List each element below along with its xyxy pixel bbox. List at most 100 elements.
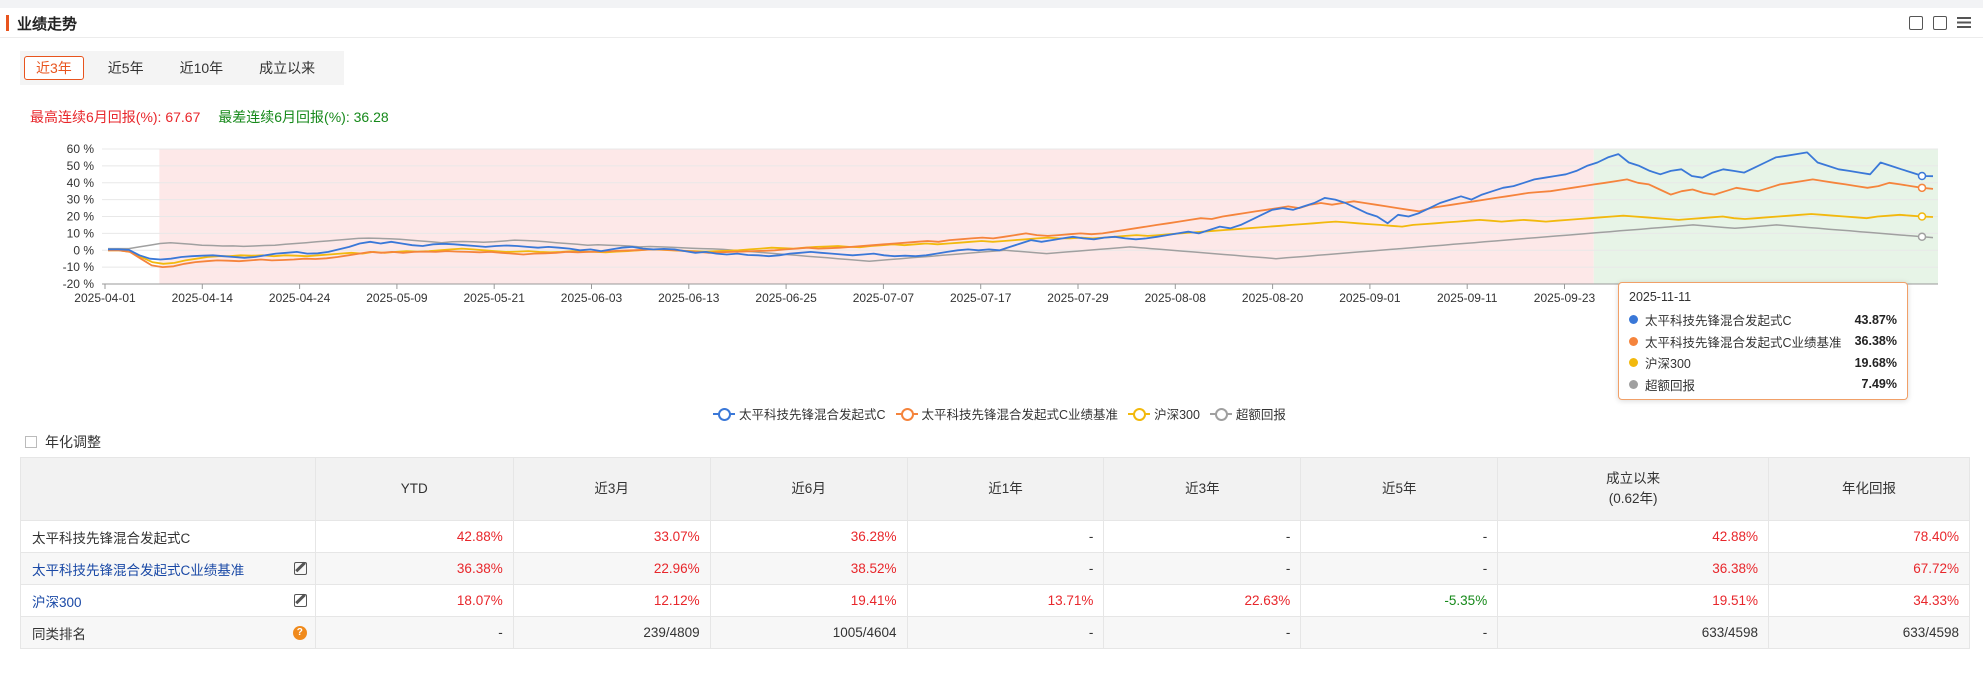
edit-icon[interactable] — [293, 562, 307, 575]
table-cell: - — [1103, 552, 1302, 585]
header-3m: 近3月 — [512, 457, 711, 521]
y-tick-label: -20 % — [63, 277, 95, 291]
edit-icon[interactable] — [293, 594, 307, 607]
tooltip-series-name: 太平科技先锋混合发起式C — [1645, 314, 1792, 329]
header-since-inception-label: 成立以来 — [1606, 471, 1661, 486]
x-tick-label: 2025-07-17 — [950, 291, 1012, 305]
tab-3-years[interactable]: 近3年 — [24, 56, 84, 80]
series-dot-icon — [1629, 315, 1638, 325]
header-ytd: YTD — [314, 457, 514, 521]
benchmark-link[interactable]: 太平科技先锋混合发起式C业绩基准 — [32, 562, 245, 578]
table-cell: 38.52% — [709, 552, 908, 585]
table-cell: - — [1300, 520, 1499, 553]
series-dot-icon — [1629, 379, 1638, 389]
tooltip-series-name: 超额回报 — [1645, 378, 1696, 393]
table-cell: 22.63% — [1103, 584, 1302, 617]
header-since-inception-years: (0.62年) — [1608, 491, 1658, 506]
header-6m: 近6月 — [709, 457, 908, 521]
tooltip-row: 超额回报 7.49% — [1629, 374, 1897, 396]
header-toolbar — [1909, 16, 1971, 30]
legend-label: 太平科技先锋混合发起式C业绩基准 — [921, 408, 1119, 422]
x-tick-label: 2025-09-23 — [1534, 291, 1596, 305]
table-cell: 36.28% — [709, 520, 908, 553]
legend-line-circle-icon — [713, 407, 735, 421]
tab-10-years[interactable]: 近10年 — [179, 60, 224, 76]
row-name-label: 太平科技先锋混合发起式C — [32, 530, 191, 546]
legend-label: 太平科技先锋混合发起式C — [739, 408, 886, 422]
index-link[interactable]: 沪深300 — [32, 594, 82, 610]
y-tick-label: 30 % — [67, 193, 95, 207]
y-tick-label: 60 % — [67, 142, 95, 156]
tab-5-years[interactable]: 近5年 — [107, 60, 144, 76]
y-tick-label: 50 % — [67, 159, 95, 173]
table-cell: - — [1300, 616, 1499, 649]
series-line — [108, 151, 1934, 261]
table-row: 沪深300 18.07% 12.12% 19.41% 13.71% 22.63%… — [20, 584, 1970, 617]
table-row: 太平科技先锋混合发起式C业绩基准 36.38% 22.96% 38.52% - … — [20, 552, 1970, 585]
header-annualized: 年化回报 — [1768, 457, 1970, 521]
row-name: 太平科技先锋混合发起式C — [20, 520, 316, 553]
annualize-label: 年化调整 — [45, 434, 101, 450]
tooltip-series-value: 7.49% — [1861, 377, 1897, 392]
x-tick-label: 2025-09-01 — [1339, 291, 1401, 305]
header-accent-bar — [6, 15, 9, 31]
row-name: 同类排名 ? — [20, 616, 316, 649]
export-excel-icon[interactable] — [1933, 16, 1947, 30]
table-cell: - — [1103, 616, 1302, 649]
legend-item-fund[interactable]: 太平科技先锋混合发起式C — [713, 404, 886, 423]
chart-image-icon[interactable] — [1909, 16, 1923, 30]
annualize-checkbox[interactable] — [25, 436, 37, 448]
series-line — [108, 224, 1934, 262]
table-cell: 36.38% — [1497, 552, 1770, 585]
chart-legend: 太平科技先锋混合发起式C 太平科技先锋混合发起式C业绩基准 沪深300 超额回报 — [713, 404, 1296, 423]
header-5y: 近5年 — [1300, 457, 1499, 521]
chart-tooltip: 2025-11-11 太平科技先锋混合发起式C 43.87% 太平科技先锋混合发… — [1618, 282, 1908, 400]
series-dot-icon — [1629, 358, 1638, 368]
table-cell: 22.96% — [512, 552, 711, 585]
row-name-label: 同类排名 — [32, 626, 86, 642]
table-cell: 13.71% — [906, 584, 1105, 617]
table-cell: 633/4598 — [1497, 616, 1770, 649]
table-cell: - — [906, 520, 1105, 553]
section-title: 业绩走势 — [17, 16, 78, 33]
return-stats: 最高连续6月回报(%): 67.67 最差连续6月回报(%): 36.28 — [30, 107, 389, 127]
header-3y: 近3年 — [1103, 457, 1302, 521]
x-tick-label: 2025-05-21 — [464, 291, 526, 305]
x-tick-label: 2025-07-07 — [853, 291, 915, 305]
legend-item-csi300[interactable]: 沪深300 — [1128, 404, 1200, 423]
tooltip-series-value: 43.87% — [1854, 312, 1897, 327]
x-tick-label: 2025-07-29 — [1047, 291, 1109, 305]
table-cell: 36.38% — [314, 552, 514, 585]
tooltip-series-name: 沪深300 — [1645, 357, 1691, 372]
x-tick-label: 2025-06-13 — [658, 291, 720, 305]
legend-item-excess[interactable]: 超额回报 — [1209, 404, 1286, 423]
table-cell: 239/4809 — [512, 616, 711, 649]
hover-marker — [1917, 171, 1927, 181]
row-name: 太平科技先锋混合发起式C业绩基准 — [20, 552, 316, 585]
worst-6m-return: 最差连续6月回报(%): 36.28 — [218, 109, 389, 125]
legend-item-benchmark[interactable]: 太平科技先锋混合发起式C业绩基准 — [895, 404, 1119, 423]
x-tick-label: 2025-09-11 — [1437, 291, 1498, 305]
x-tick-label: 2025-08-20 — [1242, 291, 1304, 305]
table-cell: -5.35% — [1300, 584, 1499, 617]
period-tabs: 近3年 近5年 近10年 成立以来 — [20, 51, 345, 85]
table-cell: 42.88% — [314, 520, 514, 553]
list-view-icon[interactable] — [1957, 16, 1971, 30]
tab-since-inception[interactable]: 成立以来 — [259, 60, 316, 76]
table-cell: 633/4598 — [1768, 616, 1970, 649]
series-dot-icon — [1629, 336, 1638, 346]
row-name: 沪深300 — [20, 584, 316, 617]
best-6m-return: 最高连续6月回报(%): 67.67 — [30, 109, 201, 125]
legend-line-circle-icon — [1128, 407, 1151, 421]
table-cell: 78.40% — [1768, 520, 1970, 553]
series-line — [108, 178, 1934, 269]
help-question-icon[interactable]: ? — [292, 625, 307, 640]
y-tick-label: 0 % — [73, 243, 94, 257]
tooltip-series-value: 36.38% — [1854, 334, 1897, 349]
performance-chart[interactable]: 60 %50 %40 %30 %20 %10 %0 %-10 %-20 %202… — [0, 130, 1983, 380]
x-tick-label: 2025-06-25 — [755, 291, 817, 305]
tooltip-date: 2025-11-11 — [1629, 290, 1692, 304]
y-tick-label: 40 % — [67, 176, 95, 190]
annualize-toggle[interactable]: 年化调整 — [25, 432, 101, 452]
table-cell: - — [906, 616, 1105, 649]
